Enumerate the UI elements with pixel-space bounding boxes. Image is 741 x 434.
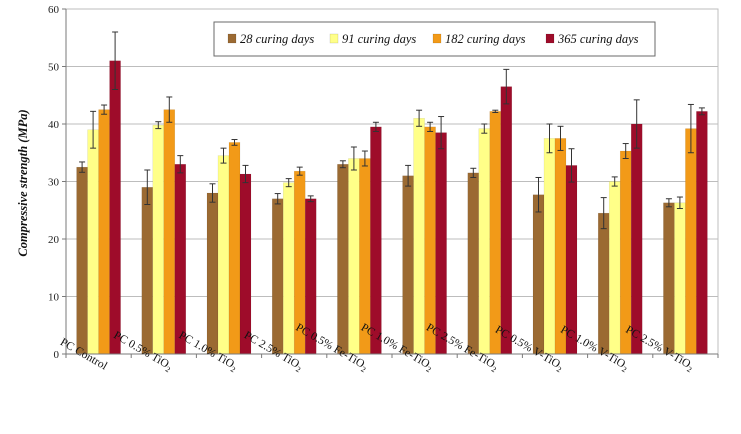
legend-swatch (545, 33, 555, 44)
y-tick-label: 0 (54, 349, 60, 361)
category-label-subscript: 2 (229, 365, 237, 375)
legend-swatch (227, 33, 237, 44)
legend-label: 28 curing days (240, 32, 314, 46)
y-tick-label: 60 (48, 4, 60, 16)
legend: 28 curing days 91 curing days 182 curing d… (213, 21, 656, 57)
bar (337, 164, 349, 355)
bar (413, 118, 425, 355)
category-label-subscript: 2 (294, 365, 302, 375)
category-label-subscript: 2 (164, 365, 172, 375)
legend-swatch (329, 33, 339, 44)
bar (467, 172, 480, 355)
category-label-subscript: 2 (425, 365, 433, 375)
legend-label: 365 curing days (557, 32, 639, 46)
bars (76, 31, 708, 355)
bar (370, 126, 382, 355)
y-axis: 0 10 20 30 40 50 60 (48, 4, 67, 361)
bar (141, 187, 154, 355)
bar (608, 181, 621, 355)
category-label-subscript: 2 (490, 365, 498, 375)
bar (597, 212, 610, 355)
y-axis-label: Compressive strength (MPa) (16, 109, 30, 256)
bar (435, 132, 447, 355)
category-label-subscript: 2 (359, 365, 367, 375)
bar (543, 138, 556, 355)
bar (87, 129, 99, 355)
bar (109, 60, 121, 355)
legend-label: 182 curing days (445, 32, 526, 46)
bar (489, 111, 502, 355)
bar (478, 128, 491, 355)
bar (163, 109, 176, 355)
bar (206, 192, 219, 355)
y-tick-label: 50 (48, 62, 60, 74)
bar (228, 142, 241, 355)
bar (532, 194, 545, 355)
legend-swatch (432, 33, 442, 44)
bar (663, 202, 675, 355)
bar (348, 158, 360, 355)
bar (282, 182, 295, 355)
category-label-subscript: 2 (685, 365, 693, 375)
y-tick-label: 20 (48, 234, 60, 246)
bar (98, 109, 110, 355)
bar (674, 202, 686, 355)
bar (424, 126, 436, 355)
bar (630, 123, 643, 355)
bar (174, 164, 187, 355)
bar (696, 111, 708, 355)
bar (239, 173, 252, 355)
bar (217, 155, 230, 355)
bar (152, 124, 165, 355)
bar (76, 166, 88, 355)
y-tick-label: 40 (48, 119, 60, 131)
y-tick-label: 30 (48, 177, 60, 189)
category-label-subscript: 2 (620, 365, 628, 375)
bar (685, 128, 697, 355)
category-label-subscript: 2 (555, 365, 563, 375)
bar (271, 198, 284, 355)
bar (500, 86, 513, 355)
legend-label: 91 curing days (342, 32, 416, 46)
bar (402, 175, 414, 355)
y-tick-label: 10 (48, 292, 60, 304)
bar (554, 138, 567, 355)
